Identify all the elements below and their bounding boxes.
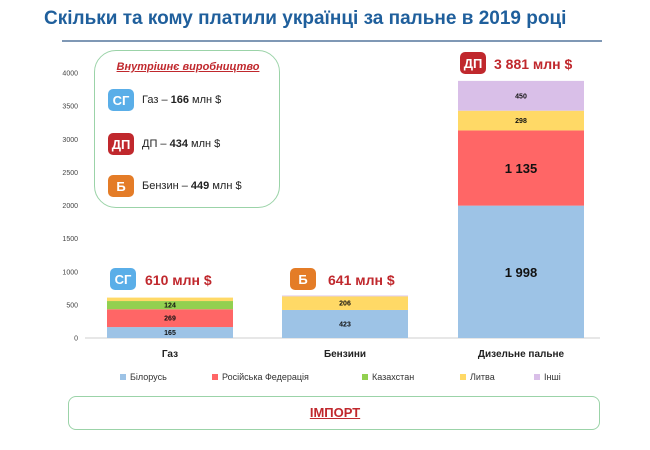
bar-segment [107, 327, 233, 338]
diesel-total-badge: ДП [460, 52, 486, 74]
bar-value-label: 1 998 [505, 265, 538, 280]
y-tick-label: 1000 [62, 269, 78, 276]
domestic-production-box: Внутрішнє виробництво СГ Газ – 166 млн $… [94, 50, 280, 208]
legend-swatch [460, 374, 466, 380]
y-tick-label: 500 [66, 302, 78, 309]
y-tick-label: 3000 [62, 137, 78, 144]
bar-value-label: 298 [515, 118, 527, 125]
domestic-production-title: Внутрішнє виробництво [116, 61, 260, 73]
domestic-gas-text: Газ – 166 млн $ [142, 94, 222, 106]
legend-item-belarus: Білорусь [120, 372, 212, 382]
legend-swatch [120, 374, 126, 380]
legend-swatch [362, 374, 368, 380]
x-axis: Газ Бензини Дизельне пальне [162, 349, 565, 360]
bar-segment [458, 130, 584, 206]
y-tick-label: 2500 [62, 170, 78, 177]
y-tick-label: 0 [74, 336, 78, 343]
domestic-gasoline-text: Бензин – 449 млн $ [142, 180, 242, 192]
legend-item-kazakhstan: Казахстан [362, 372, 460, 382]
import-label: ІМПОРТ [309, 405, 361, 420]
gas-badge: СГ [108, 89, 134, 111]
diesel-total-label: 3 881 млн $ [494, 56, 573, 72]
page-title: Скільки та кому платили українці за паль… [44, 8, 567, 29]
legend-item-others: Інші [534, 372, 584, 382]
legend-item-lithuania: Литва [460, 372, 534, 382]
bar-value-label: 423 [339, 321, 351, 328]
bar-value-label: 165 [164, 330, 176, 337]
bar-value-label: 269 [164, 316, 176, 323]
bar-value-label: 124 [164, 303, 176, 310]
gasoline-badge: Б [108, 175, 134, 197]
diesel-badge: ДП [108, 133, 134, 155]
bar-segment [458, 110, 584, 131]
domestic-row-diesel: ДП ДП – 434 млн $ [108, 133, 220, 155]
category-label: Газ [162, 349, 178, 360]
category-label: Дизельне пальне [478, 349, 565, 360]
bar-segment [282, 309, 408, 338]
y-tick-label: 1500 [62, 236, 78, 243]
bar-segment [458, 205, 584, 338]
legend-swatch [534, 374, 540, 380]
bar-segment [458, 80, 584, 111]
gas-total-badge: СГ [110, 268, 136, 290]
bar-segment [282, 295, 408, 297]
bar-segment [107, 301, 233, 310]
title-divider [62, 40, 602, 42]
y-tick-label: 4000 [62, 71, 78, 78]
bar-segment [107, 309, 233, 328]
legend-swatch [212, 374, 218, 380]
domestic-diesel-text: ДП – 434 млн $ [142, 138, 221, 150]
y-tick-label: 3500 [62, 104, 78, 111]
import-box: ІМПОРТ [68, 396, 600, 430]
bar-value-label: 1 135 [505, 161, 538, 176]
bar-value-label: 206 [339, 301, 351, 308]
gasoline-total-label: 641 млн $ [328, 272, 395, 288]
bars: 165 269 124 423 206 1 998 1 135 298 450 [107, 80, 584, 338]
chart-legend: Білорусь Російська Федерація Казахстан Л… [120, 372, 600, 382]
bar-value-label: 450 [515, 93, 527, 100]
legend-item-russia: Російська Федерація [212, 372, 362, 382]
y-tick-label: 2000 [62, 203, 78, 210]
bar-segment [282, 296, 408, 310]
gas-total-label: 610 млн $ [145, 272, 212, 288]
category-label: Бензини [324, 349, 366, 360]
gasoline-total-badge: Б [290, 268, 316, 290]
bar-segment [107, 297, 233, 302]
domestic-row-gas: СГ Газ – 166 млн $ [108, 89, 221, 111]
domestic-row-gasoline: Б Бензин – 449 млн $ [108, 175, 242, 197]
